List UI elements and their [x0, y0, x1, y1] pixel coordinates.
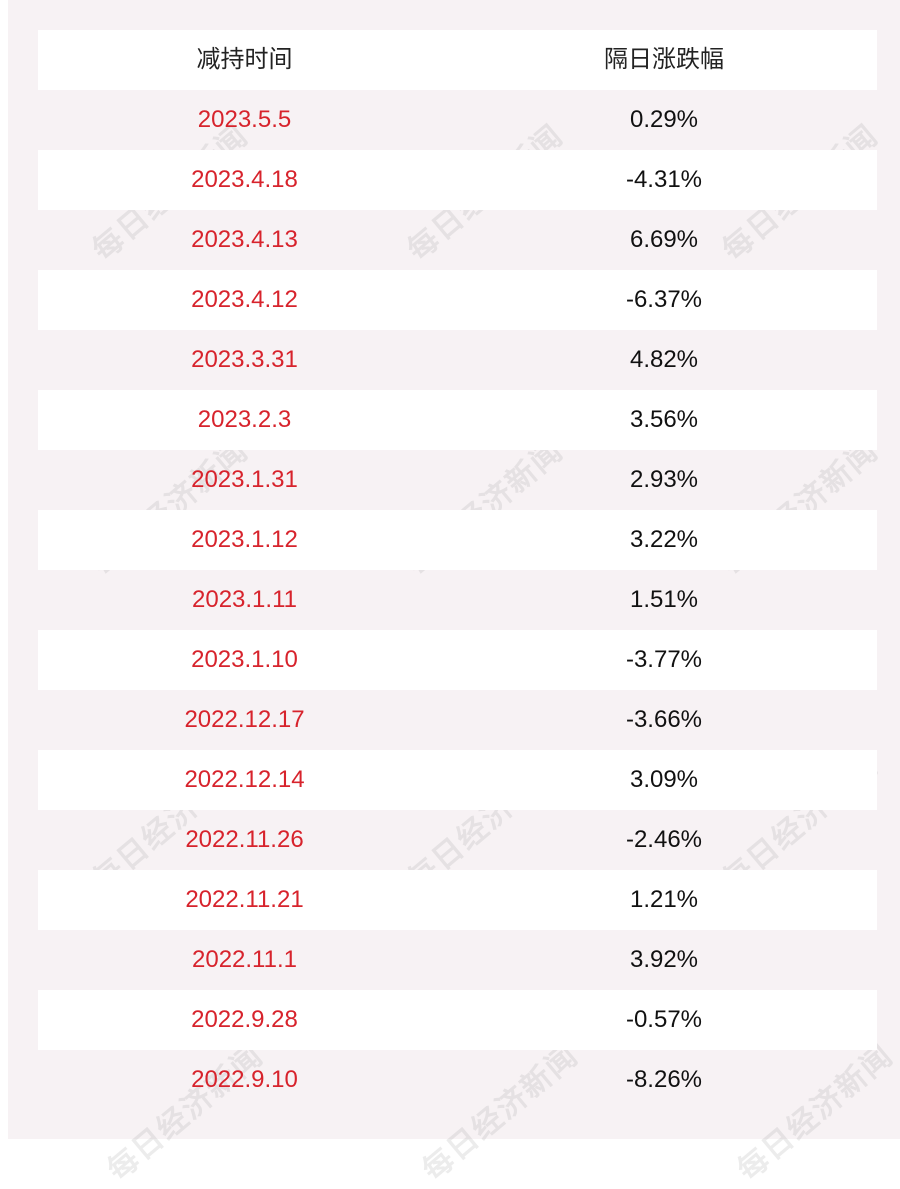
- reduction-date-cell: 2023.1.31: [191, 466, 298, 493]
- next-day-change-cell: -0.57%: [625, 1006, 703, 1033]
- reduction-date-cell: 2023.1.12: [191, 526, 298, 553]
- reduction-date-cell: 2023.5.5: [197, 106, 292, 133]
- reduction-date-cell: 2022.9.10: [191, 1066, 298, 1093]
- header-next-day-change: 隔日涨跌幅: [604, 46, 724, 73]
- next-day-change-cell: 3.22%: [629, 526, 699, 553]
- reduction-table: 减持时间 隔日涨跌幅 2023.5.5 0.29% 2023.4.18 -4.31% 2…: [38, 30, 877, 1110]
- next-day-change-cell: -6.37%: [625, 286, 703, 313]
- table-row: 2023.2.3 3.56%: [38, 390, 877, 450]
- reduction-date-cell: 2022.12.17: [184, 706, 305, 733]
- header-reduction-date: 减持时间: [196, 46, 293, 73]
- next-day-change-cell: 0.29%: [629, 106, 699, 133]
- table-row: 2022.9.28 -0.57%: [38, 990, 877, 1050]
- reduction-date-cell: 2023.4.13: [191, 226, 298, 253]
- next-day-change-cell: 4.82%: [629, 346, 699, 373]
- reduction-date-cell: 2022.11.21: [185, 886, 304, 913]
- table-row: 2022.12.17 -3.66%: [38, 690, 877, 750]
- reduction-date-cell: 2022.9.28: [191, 1006, 298, 1033]
- table-row: 2022.9.10 -8.26%: [38, 1050, 877, 1110]
- reduction-date-cell: 2022.11.1: [192, 946, 297, 973]
- reduction-date-cell: 2022.12.14: [184, 766, 305, 793]
- reduction-date-cell: 2023.4.18: [191, 166, 298, 193]
- next-day-change-cell: 1.51%: [629, 586, 699, 613]
- table-row: 2022.11.26 -2.46%: [38, 810, 877, 870]
- next-day-change-cell: -3.77%: [625, 646, 703, 673]
- next-day-change-cell: 3.09%: [629, 766, 699, 793]
- reduction-date-cell: 2023.2.3: [197, 406, 292, 433]
- table-row: 2022.12.14 3.09%: [38, 750, 877, 810]
- table-row: 2023.3.31 4.82%: [38, 330, 877, 390]
- next-day-change-cell: -4.31%: [625, 166, 703, 193]
- next-day-change-cell: -8.26%: [625, 1066, 703, 1093]
- next-day-change-cell: 2.93%: [629, 466, 699, 493]
- table-row: 2023.1.31 2.93%: [38, 450, 877, 510]
- table-row: 2023.1.10 -3.77%: [38, 630, 877, 690]
- next-day-change-cell: 3.92%: [629, 946, 699, 973]
- table-row: 2022.11.21 1.21%: [38, 870, 877, 930]
- table-header-row: 减持时间 隔日涨跌幅: [38, 30, 877, 90]
- next-day-change-cell: -2.46%: [625, 826, 703, 853]
- reduction-date-cell: 2023.4.12: [191, 286, 298, 313]
- table-row: 2023.5.5 0.29%: [38, 90, 877, 150]
- next-day-change-cell: -3.66%: [625, 706, 703, 733]
- table-row: 2023.4.12 -6.37%: [38, 270, 877, 330]
- table-row: 2023.4.13 6.69%: [38, 210, 877, 270]
- reduction-date-cell: 2023.1.10: [191, 646, 298, 673]
- table-row: 2022.11.1 3.92%: [38, 930, 877, 990]
- reduction-date-cell: 2023.3.31: [191, 346, 298, 373]
- reduction-date-cell: 2023.1.11: [192, 586, 297, 613]
- next-day-change-cell: 6.69%: [629, 226, 699, 253]
- table-row: 2023.1.11 1.51%: [38, 570, 877, 630]
- next-day-change-cell: 3.56%: [629, 406, 699, 433]
- next-day-change-cell: 1.21%: [629, 886, 699, 913]
- table-row: 2023.1.12 3.22%: [38, 510, 877, 570]
- table-row: 2023.4.18 -4.31%: [38, 150, 877, 210]
- reduction-date-cell: 2022.11.26: [185, 826, 304, 853]
